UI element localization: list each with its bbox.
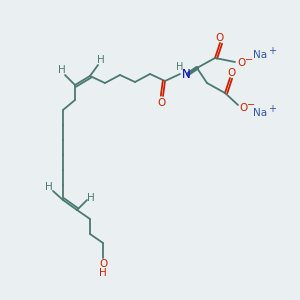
Text: H: H [87,193,95,203]
Text: Na: Na [253,108,267,118]
Text: O: O [216,33,224,43]
Text: N: N [182,68,191,80]
Text: +: + [268,104,276,114]
Text: H: H [58,65,66,75]
Text: +: + [268,46,276,56]
Text: H: H [99,268,107,278]
Text: O: O [227,68,235,78]
Text: H: H [97,55,105,65]
Text: H: H [45,182,53,192]
Text: O: O [157,98,165,108]
Text: O: O [237,58,245,68]
Text: O: O [99,259,107,269]
Text: H: H [176,62,184,72]
Text: −: − [247,100,255,110]
Text: Na: Na [253,50,267,60]
Text: O: O [239,103,247,113]
Text: −: − [245,55,253,65]
